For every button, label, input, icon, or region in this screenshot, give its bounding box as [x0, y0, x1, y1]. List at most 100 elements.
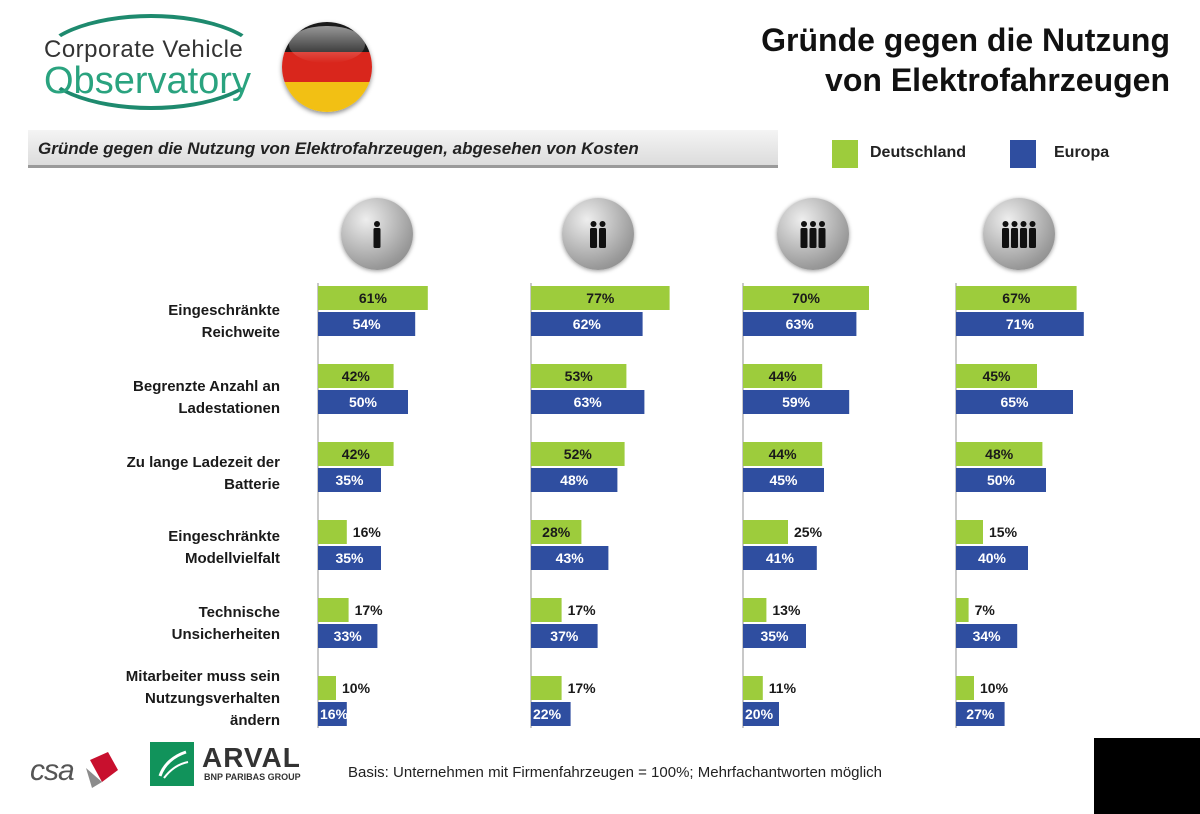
data-label-deutschland: 77% — [586, 290, 615, 306]
data-label-europa: 43% — [556, 550, 585, 566]
data-label-deutschland: 7% — [975, 602, 996, 618]
category-label-unsicherheiten: Technische Unsicherheiten — [172, 602, 280, 646]
person-figure-icon — [818, 221, 826, 248]
person-figure-icon — [1020, 221, 1027, 248]
person-figure-icon — [373, 221, 381, 248]
data-label-deutschland: 17% — [355, 602, 384, 618]
csa-logo-mark-icon — [86, 752, 118, 788]
arval-logo: ARVAL BNP PARIBAS GROUP — [150, 740, 350, 790]
arval-group: BNP PARIBAS GROUP — [204, 772, 301, 782]
category-label-line: Eingeschränkte — [168, 528, 280, 545]
data-label-deutschland: 28% — [542, 524, 571, 540]
page-title-line1: Gründe gegen die Nutzung — [761, 22, 1170, 58]
bar-europa — [318, 702, 347, 726]
data-label-deutschland: 16% — [353, 524, 382, 540]
legend-label-europa: Europa — [1054, 144, 1110, 161]
bar-europa — [956, 546, 1028, 570]
bar-europa — [318, 624, 378, 648]
bar-europa — [743, 390, 850, 414]
data-label-deutschland: 15% — [989, 524, 1018, 540]
chart-subtitle-bar: Gründe gegen die Nutzung von Elektrofahr… — [28, 130, 778, 168]
csa-logo: csa — [30, 748, 130, 794]
bar-europa — [318, 390, 408, 414]
person-figure-icon — [1029, 221, 1036, 248]
data-label-europa: 54% — [353, 316, 382, 332]
data-label-europa: 35% — [335, 550, 364, 566]
data-label-europa: 45% — [769, 472, 798, 488]
arval-emblem-icon — [150, 742, 194, 786]
person-figure-icon — [800, 221, 808, 248]
bar-europa — [531, 546, 609, 570]
category-label-ladezeit: Zu lange Ladezeit der Batterie — [127, 452, 280, 496]
bar-europa — [956, 624, 1018, 648]
bar-europa — [743, 546, 817, 570]
data-label-europa: 16% — [320, 706, 349, 722]
logo-line2: Observatory — [44, 60, 251, 102]
data-label-europa: 63% — [574, 394, 603, 410]
bar-deutschland — [743, 676, 763, 700]
data-label-europa: 62% — [573, 316, 602, 332]
corporate-vehicle-observatory-logo: Corporate Vehicle Observatory — [38, 14, 268, 114]
bar-deutschland — [318, 364, 394, 388]
person-figure-icon — [1002, 221, 1009, 248]
bar-deutschland — [743, 364, 823, 388]
person-figure-icon — [809, 221, 817, 248]
one-person-icon — [341, 198, 413, 270]
bar-deutschland — [956, 520, 983, 544]
category-label-line: Modellvielfalt — [184, 550, 280, 567]
data-label-deutschland: 61% — [359, 290, 388, 306]
bar-europa — [743, 702, 779, 726]
person-figure-icon — [1011, 221, 1018, 248]
bar-deutschland — [743, 598, 767, 622]
bar-europa — [956, 702, 1005, 726]
data-label-deutschland: 11% — [769, 680, 797, 696]
category-label-line: Batterie — [224, 476, 280, 493]
data-label-europa: 71% — [1006, 316, 1035, 332]
category-label-ladestationen: Begrenzte Anzahl an Ladestationen — [133, 376, 280, 420]
data-label-deutschland: 48% — [985, 446, 1014, 462]
legend-swatch-europa — [1010, 140, 1036, 168]
bar-europa — [318, 546, 381, 570]
data-label-europa: 22% — [533, 706, 562, 722]
category-label-line: Eingeschränkte — [168, 302, 280, 319]
data-label-deutschland: 42% — [342, 368, 371, 384]
category-label-line: ändern — [229, 712, 280, 729]
data-label-europa: 35% — [760, 628, 789, 644]
bar-deutschland — [531, 364, 627, 388]
data-label-deutschland: 67% — [1002, 290, 1031, 306]
data-label-deutschland: 13% — [772, 602, 801, 618]
bar-europa — [956, 312, 1084, 336]
page-title-line2: von Elektrofahrzeugen — [825, 62, 1170, 98]
data-label-europa: 50% — [987, 472, 1016, 488]
arval-name: ARVAL — [202, 742, 301, 773]
logo-line1: Corporate Vehicle — [44, 36, 244, 63]
category-label-nutzungsverhalten: Mitarbeiter muss sein Nutzungsverhalten … — [126, 666, 280, 732]
category-label-line: Begrenzte Anzahl an — [133, 378, 280, 395]
bar-deutschland — [318, 598, 349, 622]
three-persons-icon — [777, 198, 849, 270]
black-corner-box — [1094, 738, 1200, 814]
data-label-deutschland: 10% — [980, 680, 1009, 696]
bar-deutschland — [743, 442, 823, 466]
bar-deutschland — [318, 442, 394, 466]
data-label-europa: 41% — [766, 550, 795, 566]
two-persons-icon — [562, 198, 634, 270]
bar-europa — [743, 468, 824, 492]
category-label-reichweite: Eingeschränkte Reichweite — [168, 300, 280, 344]
category-label-line: Ladestationen — [178, 400, 280, 417]
page-title: Gründe gegen die Nutzung von Elektrofahr… — [761, 20, 1170, 100]
data-label-deutschland: 53% — [565, 368, 594, 384]
bar-europa — [743, 312, 857, 336]
data-label-europa: 48% — [560, 472, 589, 488]
csa-logo-text: csa — [30, 754, 75, 787]
category-label-line: Reichweite — [201, 324, 280, 341]
legend-swatch-deutschland — [832, 140, 858, 168]
bar-europa — [956, 390, 1073, 414]
bar-europa — [956, 468, 1046, 492]
bar-deutschland — [531, 286, 670, 310]
flag-gloss — [289, 25, 365, 64]
bar-deutschland — [531, 442, 625, 466]
bar-deutschland — [318, 676, 336, 700]
bar-deutschland — [531, 520, 582, 544]
